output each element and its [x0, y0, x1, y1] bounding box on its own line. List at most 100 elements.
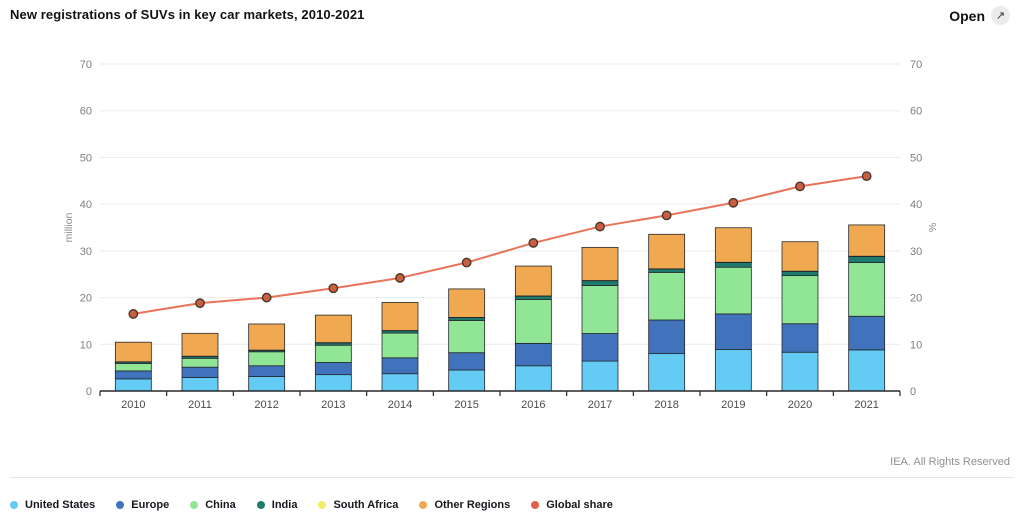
bar-segment-other-regions-2018[interactable] [648, 233, 686, 270]
legend: United States Europe China India South Afric… [10, 499, 613, 511]
bar-segment-china-2016[interactable] [514, 299, 552, 344]
bar-segment-europe-2010[interactable] [114, 370, 152, 380]
bar-segment-china-2019[interactable] [714, 266, 752, 315]
bar-segment-china-2017[interactable] [581, 285, 619, 334]
global-share-point-2015[interactable] [461, 257, 472, 268]
right-axis-tick-label: 50 [910, 152, 922, 164]
global-share-line [133, 175, 867, 315]
legend-item-south-africa[interactable]: South Africa [318, 499, 398, 511]
bar-segment-china-2021[interactable] [848, 262, 886, 317]
global-share-point-2017[interactable] [595, 221, 605, 232]
x-axis-year-label: 2019 [721, 399, 745, 411]
legend-dot-india [256, 501, 265, 509]
bar-segment-other-regions-2014[interactable] [381, 302, 419, 331]
global-share-point-2012[interactable] [261, 292, 272, 303]
legend-item-india[interactable]: India [256, 499, 298, 511]
bar-segment-united-states-2011[interactable] [181, 377, 219, 392]
bar-segment-china-2013[interactable] [314, 344, 352, 363]
bar-segment-united-states-2017[interactable] [581, 360, 619, 392]
legend-label-china: China [205, 499, 236, 511]
x-axis-year-label: 2021 [854, 399, 878, 411]
bar-segment-china-2014[interactable] [381, 332, 419, 359]
open-button[interactable]: Open ↗ [947, 4, 1012, 27]
legend-label-india: India [271, 499, 298, 511]
legend-item-united-states[interactable]: United States [10, 499, 95, 511]
legend-item-europe[interactable]: Europe [116, 499, 169, 511]
global-share-point-2010[interactable] [128, 309, 139, 319]
bar-segment-europe-2021[interactable] [848, 315, 886, 351]
bar-segment-europe-2013[interactable] [314, 362, 352, 376]
bar-segment-united-states-2012[interactable] [248, 376, 286, 392]
bar-segment-india-2020[interactable] [781, 271, 819, 277]
bar-segment-other-regions-2016[interactable] [514, 265, 552, 297]
bar-segment-india-2021[interactable] [848, 256, 886, 263]
left-axis-tick-label: 30 [80, 246, 92, 258]
legend-dot-united-states [10, 501, 18, 509]
bar-segment-other-regions-2021[interactable] [848, 224, 886, 257]
bar-segment-europe-2015[interactable] [448, 352, 486, 371]
bar-segment-india-2017[interactable] [581, 280, 619, 286]
bar-segment-india-2019[interactable] [714, 262, 752, 268]
bar-segment-united-states-2010[interactable] [114, 378, 152, 392]
left-axis-tick-label: 60 [80, 106, 92, 118]
bar-segment-united-states-2021[interactable] [848, 349, 886, 392]
x-axis-year-label: 2012 [254, 399, 278, 411]
bar-segment-other-regions-2010[interactable] [114, 341, 152, 363]
bar-segment-united-states-2015[interactable] [448, 369, 486, 392]
bar-segment-other-regions-2020[interactable] [781, 241, 819, 272]
bar-segment-china-2018[interactable] [648, 271, 686, 321]
global-share-point-2011[interactable] [195, 298, 205, 309]
bar-segment-europe-2016[interactable] [514, 342, 552, 367]
bar-segment-other-regions-2017[interactable] [581, 246, 619, 281]
x-axis-year-label: 2014 [388, 399, 412, 411]
bar-segment-europe-2014[interactable] [381, 357, 419, 375]
left-axis-tick-label: 50 [80, 152, 92, 164]
bar-segment-other-regions-2011[interactable] [181, 332, 219, 357]
legend-dot-other-regions [419, 501, 428, 509]
legend-item-other-regions[interactable]: Other Regions [419, 499, 510, 511]
bar-segment-united-states-2018[interactable] [648, 353, 686, 392]
bar-segment-china-2010[interactable] [114, 363, 152, 372]
right-axis-title: % [927, 223, 939, 232]
right-axis-tick-label: 60 [910, 106, 922, 118]
bar-segment-europe-2018[interactable] [648, 319, 686, 355]
global-share-point-2016[interactable] [528, 238, 539, 248]
global-share-point-2021[interactable] [861, 171, 872, 182]
bar-segment-india-2015[interactable] [448, 317, 486, 321]
bar-segment-india-2016[interactable] [514, 295, 552, 300]
x-axis-year-label: 2018 [654, 399, 678, 411]
bar-segment-other-regions-2013[interactable] [314, 314, 352, 344]
x-axis-year-label: 2011 [188, 399, 212, 411]
bar-segment-other-regions-2012[interactable] [248, 323, 286, 351]
bar-segment-europe-2012[interactable] [248, 365, 286, 377]
x-axis-year-label: 2010 [121, 399, 145, 411]
left-axis-tick-label: 20 [80, 293, 92, 305]
global-share-point-2018[interactable] [661, 210, 672, 221]
bar-segment-china-2015[interactable] [448, 320, 486, 354]
bar-segment-united-states-2020[interactable] [781, 351, 819, 392]
bar-segment-united-states-2013[interactable] [314, 374, 352, 392]
bar-segment-other-regions-2015[interactable] [448, 288, 486, 318]
legend-item-china[interactable]: China [190, 499, 236, 511]
bar-segment-china-2011[interactable] [181, 357, 219, 368]
bar-segment-china-2012[interactable] [248, 351, 286, 367]
global-share-point-2020[interactable] [795, 181, 805, 192]
bar-segment-europe-2011[interactable] [181, 366, 219, 378]
global-share-point-2013[interactable] [328, 283, 339, 294]
bar-segment-other-regions-2019[interactable] [714, 227, 752, 263]
left-axis-tick-label: 10 [80, 339, 92, 351]
global-share-point-2014[interactable] [395, 273, 405, 283]
bar-segment-europe-2019[interactable] [714, 313, 752, 350]
legend-item-global-share[interactable]: Global share [531, 499, 613, 511]
bar-segment-europe-2020[interactable] [781, 323, 819, 353]
bar-segment-china-2020[interactable] [781, 275, 819, 325]
bar-segment-united-states-2019[interactable] [714, 349, 752, 392]
bar-segment-united-states-2014[interactable] [381, 373, 419, 392]
bar-segment-india-2018[interactable] [648, 268, 686, 273]
left-axis-tick-label: 70 [80, 59, 92, 71]
global-share-point-2019[interactable] [728, 197, 739, 208]
bar-segment-europe-2017[interactable] [581, 333, 619, 362]
bar-segment-united-states-2016[interactable] [514, 365, 552, 392]
